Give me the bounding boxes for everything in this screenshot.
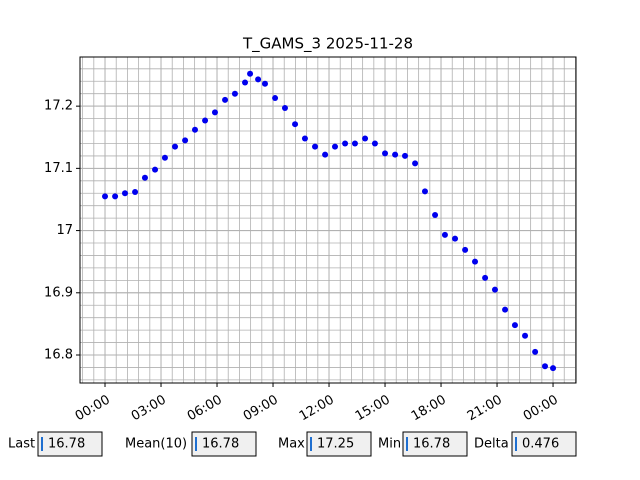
stat-value: 0.476 [522,437,559,452]
data-point [222,96,229,103]
data-point [172,143,179,150]
data-point [482,274,489,281]
x-tick-label: 00:00 [521,393,561,425]
data-point [351,140,358,147]
y-tick-label: 16.9 [44,285,73,300]
data-point [421,188,428,195]
x-tick-label: 03:00 [129,393,169,425]
data-point [242,79,249,86]
data-point [332,143,339,150]
data-point [202,117,209,124]
data-point [491,286,498,293]
data-point [532,348,539,355]
data-point [362,135,369,142]
x-tick-label: 06:00 [185,393,225,425]
stat-label: Delta [474,437,509,452]
data-point [132,189,139,196]
data-point [191,126,198,133]
data-point [472,258,479,265]
x-tick-label: 12:00 [297,393,337,425]
data-point [141,174,148,181]
stat-box [191,431,257,457]
y-tick-label: 17 [56,223,73,238]
data-point [255,76,262,83]
y-tick-label: 17.2 [44,99,73,114]
data-point [211,109,218,116]
data-point [402,152,409,159]
stat-value: 16.78 [413,437,450,452]
x-tick-label: 15:00 [353,393,393,425]
data-point [462,246,469,253]
stat-value: 17.25 [317,437,354,452]
stat-box [37,431,103,457]
data-point [292,121,299,128]
stat-box [511,431,577,457]
chart-title: T_GAMS_3 2025-11-28 [242,35,413,54]
stat-box [402,431,468,457]
x-tick-label: 21:00 [465,393,505,425]
data-point [112,193,119,200]
data-point [542,363,549,370]
data-point [441,231,448,238]
data-point [121,190,128,197]
stat-label: Last [8,437,35,452]
stat-box [306,431,372,457]
data-point [412,160,419,167]
data-point [322,151,329,158]
data-point [152,166,159,173]
data-point [301,135,308,142]
stats-bar: Last 16.78 Mean(10) 16.78 Max 17.25 Min 16.78 De… [8,431,577,457]
data-point [511,322,518,329]
data-point [182,137,189,144]
data-point [231,90,238,97]
y-tick-label: 16.8 [44,348,73,363]
data-point [342,140,349,147]
data-point [161,154,168,161]
stat-value: 16.78 [202,437,239,452]
data-point [281,105,288,112]
stat-label: Min [378,437,401,452]
stat-label: Max [278,437,305,452]
x-tick-label: 18:00 [409,393,449,425]
y-tick-label: 17.1 [44,161,73,176]
stat-label: Mean(10) [125,437,187,452]
data-point [550,365,557,372]
x-tick-label: 00:00 [73,393,113,425]
data-point [452,235,459,242]
data-point [522,332,529,339]
data-point [247,70,254,77]
x-tick-label: 09:00 [241,393,281,425]
stat-value: 16.78 [48,437,85,452]
plot-frame [79,56,577,384]
data-point [261,80,268,87]
data-point [371,140,378,147]
data-point [312,143,319,150]
data-point [382,150,389,157]
data-point [272,95,279,102]
data-point [102,193,109,200]
data-point [392,151,399,158]
data-point [432,212,439,219]
data-point [502,306,509,313]
